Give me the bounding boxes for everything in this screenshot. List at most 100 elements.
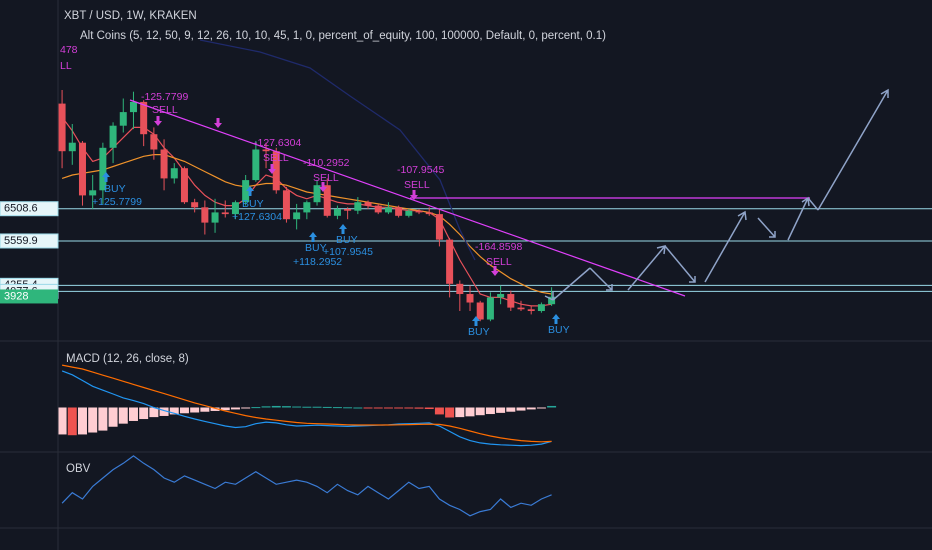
candle-body (344, 209, 352, 211)
signal-arrow (410, 190, 418, 200)
candle-body (384, 207, 392, 213)
candle-body (374, 205, 382, 213)
histogram-bar (536, 407, 546, 409)
histogram-bar (179, 407, 189, 414)
candle-body (303, 202, 311, 213)
candle-body (476, 302, 484, 320)
price-label: 6508.6 (4, 203, 38, 215)
histogram-bar (108, 407, 118, 427)
histogram-bar (200, 407, 210, 412)
signal-label: BUY (468, 326, 490, 338)
candle-body (548, 296, 556, 305)
signal-label: -125.7799 (141, 91, 188, 103)
candle-body (99, 147, 107, 191)
candle-body (150, 134, 158, 150)
candle-body (497, 294, 505, 298)
price-label-box (0, 233, 59, 249)
histogram-bar (169, 407, 179, 415)
trend-line (129, 99, 686, 297)
candle-body (435, 214, 443, 240)
candle-body (109, 125, 117, 148)
candle-body (89, 190, 97, 196)
signal-label: SELL (404, 179, 430, 191)
signal-label: SELL (313, 172, 339, 184)
candle-body (58, 103, 66, 152)
signal-arrow (268, 164, 276, 174)
histogram-bar (383, 407, 393, 409)
signal-label: +118.2952 (293, 256, 342, 268)
indicator-title: Alt Coins (5, 12, 50, 9, 12, 26, 10, 10,… (80, 30, 606, 42)
histogram-bar (281, 406, 291, 408)
chart-title: XBT / USD, 1W, KRAKEN (64, 10, 197, 22)
histogram-bar (404, 407, 414, 409)
signal-label: LL (60, 60, 72, 72)
histogram-bar (292, 406, 302, 408)
signal-label: +125.7799 (92, 196, 142, 208)
signal-label: +107.9545 (323, 246, 373, 258)
histogram-bar (475, 407, 485, 416)
histogram-bar (67, 407, 77, 436)
macd-title: MACD (12, 26, close, 8) (66, 353, 189, 365)
candle-body (425, 212, 433, 215)
histogram-bar (88, 407, 98, 433)
candle-body (405, 210, 413, 216)
last-price-label: 3928 (4, 290, 28, 302)
histogram-bar (414, 407, 424, 409)
histogram-bar (547, 405, 557, 408)
histogram-bar (302, 406, 312, 408)
signal-label: -127.6304 (254, 137, 301, 149)
histogram-bar (526, 407, 536, 410)
histogram-bar (394, 407, 404, 409)
signal-label: SELL (152, 104, 178, 116)
candle-body (140, 101, 148, 135)
histogram-bar (261, 406, 271, 408)
candle-body (201, 207, 209, 223)
signal-arrow (339, 224, 347, 234)
histogram-bar (445, 407, 455, 418)
histogram-bar (98, 407, 108, 431)
candle-body (282, 190, 290, 220)
candle-body (364, 202, 372, 206)
histogram-bar (271, 405, 281, 408)
signal-arrow (214, 118, 222, 128)
candle-body (446, 239, 454, 284)
histogram-bar (363, 407, 373, 409)
candle-body (68, 142, 76, 152)
histogram-bar (149, 407, 159, 418)
candle-body (323, 185, 331, 216)
signal-label: BUY (336, 234, 358, 246)
candle-body (231, 202, 239, 215)
candle-body (211, 212, 219, 223)
indicator-line (199, 39, 476, 261)
candle-body (170, 168, 178, 179)
candle-body (191, 202, 199, 208)
histogram-bar (230, 407, 240, 410)
signal-label: BUY (548, 324, 570, 336)
candle-body (262, 149, 270, 152)
histogram-bar (455, 407, 465, 418)
candle-body (129, 101, 137, 113)
obv-line (61, 455, 552, 517)
candle-body (252, 149, 260, 181)
signal-label: -164.8598 (475, 241, 522, 253)
histogram-bar (373, 407, 383, 409)
candle-body (527, 309, 535, 312)
macd-line (61, 364, 552, 443)
signal-label: BUY (305, 242, 327, 254)
candle-body (517, 307, 525, 310)
candle-body (180, 168, 188, 203)
candle-body (415, 210, 423, 213)
signal-label: SELL (486, 256, 512, 268)
histogram-bar (241, 407, 251, 409)
candle-body (272, 151, 280, 191)
histogram-bar (251, 407, 261, 409)
projection-arrows (544, 88, 889, 301)
candle-body (313, 185, 321, 203)
signal-arrow (552, 314, 560, 324)
price-label: 5559.9 (4, 235, 38, 247)
candle-body (486, 297, 494, 320)
histogram-bar (159, 407, 169, 416)
signal-arrow (472, 316, 480, 326)
histogram-bar (312, 406, 322, 408)
